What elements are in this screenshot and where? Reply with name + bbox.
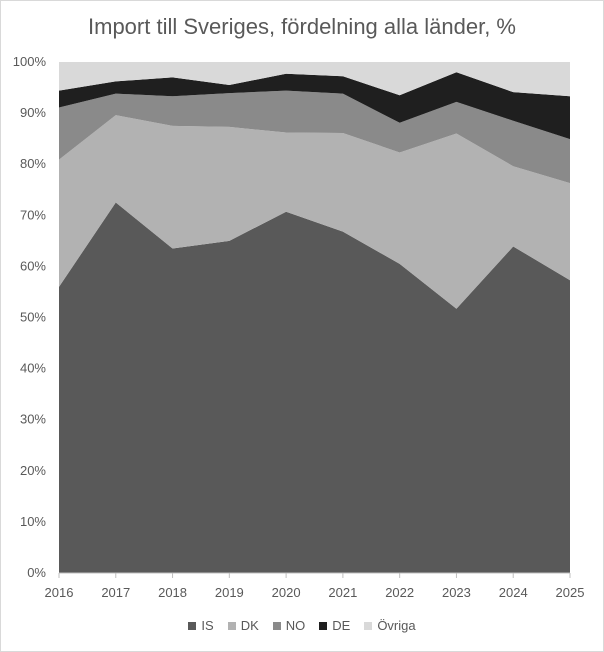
y-tick-label: 0% xyxy=(27,565,46,580)
legend-label: DE xyxy=(332,618,351,633)
y-tick-label: 80% xyxy=(20,156,46,171)
area-series-dk xyxy=(59,115,570,309)
area-series-de xyxy=(59,72,570,140)
legend-label: NO xyxy=(285,618,306,633)
legend-swatch xyxy=(188,621,197,630)
x-tick-label: 2024 xyxy=(499,585,528,600)
x-tick-label: 2017 xyxy=(101,585,130,600)
legend-label: Övriga xyxy=(377,618,416,633)
y-tick-label: 50% xyxy=(20,310,46,325)
y-tick-label: 10% xyxy=(20,514,46,529)
chart-legend: IS DK NO DE Övriga xyxy=(0,618,604,633)
legend-label: IS xyxy=(201,618,214,633)
y-tick-label: 90% xyxy=(20,105,46,120)
legend-item-de: DE xyxy=(319,618,350,633)
legend-swatch xyxy=(272,621,281,630)
y-tick-label: 20% xyxy=(20,463,46,478)
legend-item-is: IS xyxy=(188,618,214,633)
y-tick-label: 60% xyxy=(20,258,46,273)
x-tick-label: 2020 xyxy=(272,585,301,600)
x-tick-label: 2018 xyxy=(158,585,187,600)
x-tick-label: 2023 xyxy=(442,585,471,600)
y-tick-label: 100% xyxy=(13,54,47,69)
x-tick-label: 2022 xyxy=(385,585,414,600)
y-tick-label: 40% xyxy=(20,361,46,376)
x-tick-label: 2025 xyxy=(556,585,585,600)
y-tick-label: 70% xyxy=(20,207,46,222)
legend-label: DK xyxy=(240,618,259,633)
area-series-no xyxy=(59,90,570,184)
x-tick-label: 2019 xyxy=(215,585,244,600)
legend-swatch xyxy=(319,621,328,630)
legend-item-dk: DK xyxy=(227,618,259,633)
legend-swatch xyxy=(227,621,236,630)
area-series-is xyxy=(59,202,570,573)
legend-swatch xyxy=(364,621,373,630)
x-tick-label: 2021 xyxy=(328,585,357,600)
area-series--vriga xyxy=(59,62,570,97)
chart-title: Import till Sveriges, fördelning alla lä… xyxy=(88,14,516,39)
x-tick-label: 2016 xyxy=(45,585,74,600)
legend-item--vriga: Övriga xyxy=(364,618,416,633)
y-tick-label: 30% xyxy=(20,412,46,427)
legend-item-no: NO xyxy=(272,618,306,633)
